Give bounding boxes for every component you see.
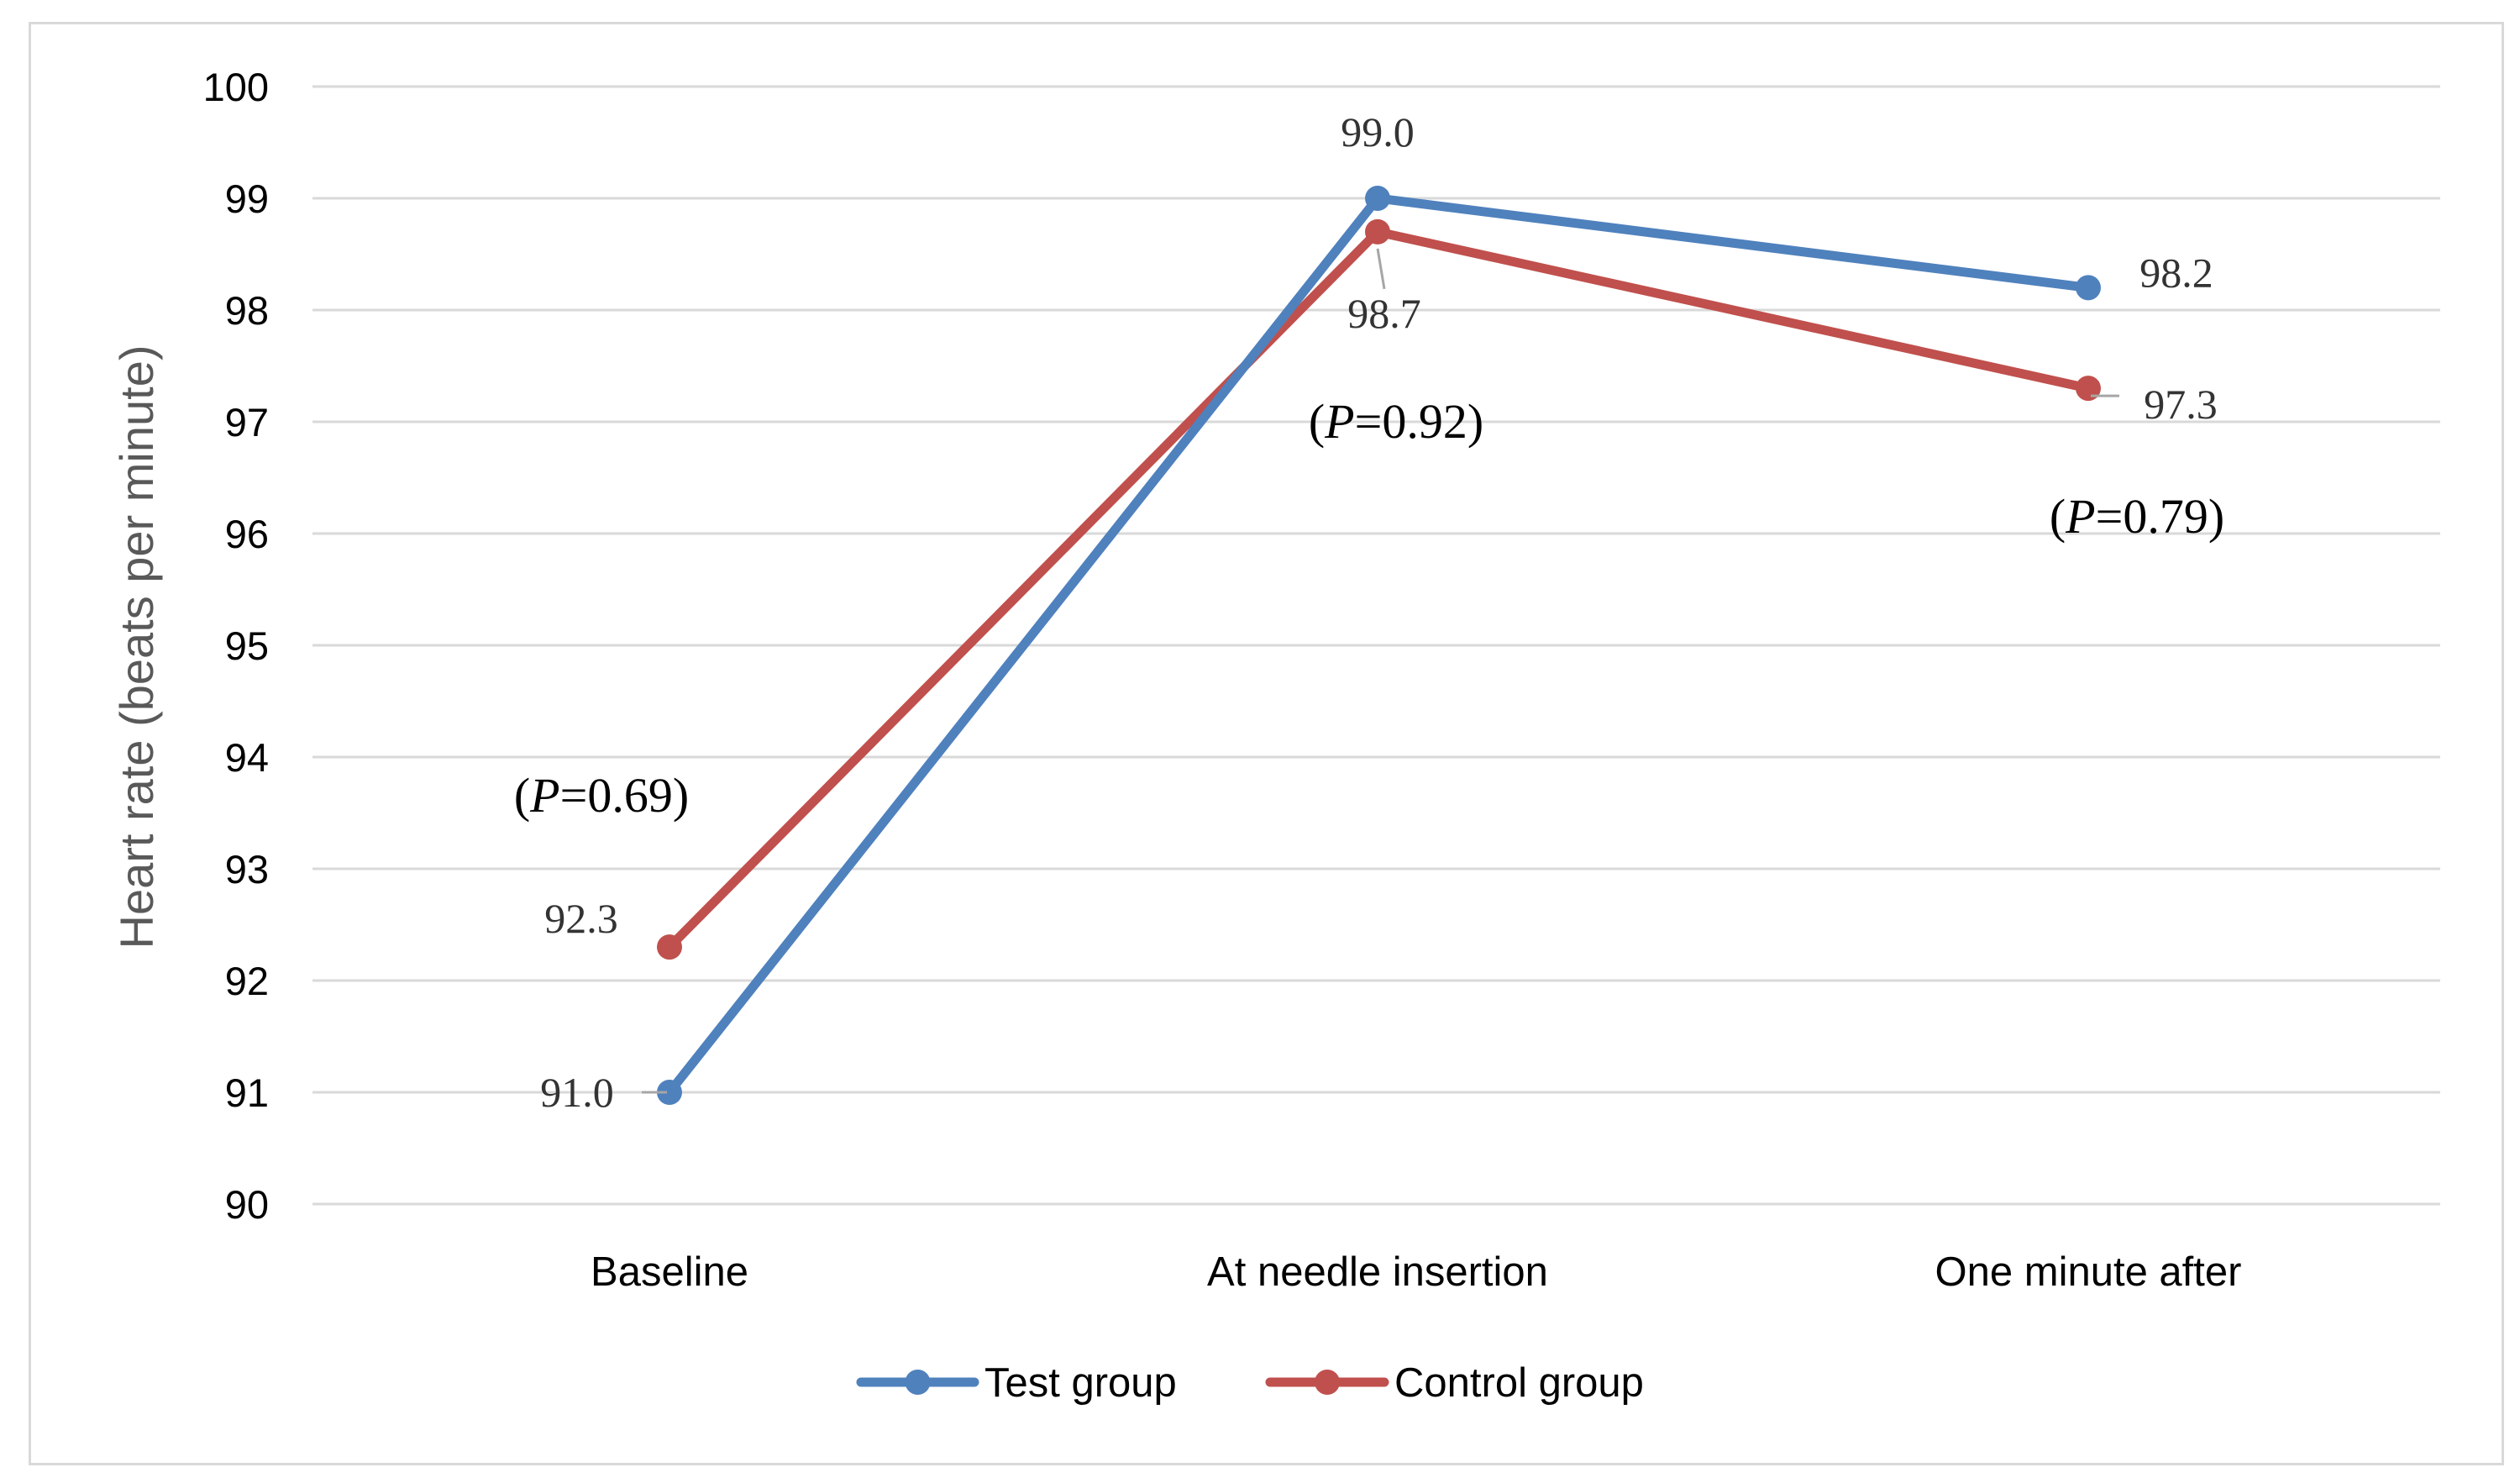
data-label: 99.0	[1341, 108, 1415, 155]
p-value-annotation: (P=0.79)	[2050, 489, 2224, 544]
legend: Test group Control group	[856, 1360, 1644, 1406]
series-line-control-group	[664, 227, 2093, 952]
label-leader-line	[1376, 248, 1386, 290]
legend-item: Test group	[856, 1360, 1177, 1406]
x-category-label: At needle insertion	[1207, 1249, 1548, 1295]
y-tick-labels: 90 91 92 93 94 95 96 97 98 99 100	[203, 65, 269, 1227]
y-tick-label: 98	[225, 288, 269, 333]
data-point	[1365, 186, 1390, 211]
p-value-annotation: (P=0.69)	[514, 768, 689, 823]
gridlines	[312, 85, 2440, 1206]
data-point	[2076, 275, 2101, 301]
y-tick-label: 91	[225, 1070, 269, 1115]
y-tick-label: 93	[225, 847, 269, 891]
legend-label: Control group	[1394, 1360, 1644, 1406]
chart-frame	[29, 22, 2504, 1465]
legend-swatch-marker	[1315, 1370, 1340, 1395]
y-tick-label: 95	[225, 623, 269, 668]
p-value-annotation: (P=0.92)	[1309, 394, 1483, 449]
legend-swatch-marker	[905, 1370, 931, 1395]
series-lines	[657, 186, 2101, 1105]
data-point	[1365, 218, 1390, 245]
legend-label: Test group	[984, 1360, 1177, 1406]
x-category-label: One minute after	[1935, 1249, 2242, 1295]
y-tick-label: 92	[225, 959, 269, 1003]
data-label: 91.0	[540, 1069, 614, 1116]
x-category-labels: Baseline At needle insertion One minute af…	[591, 1249, 2241, 1295]
y-tick-label: 90	[225, 1182, 269, 1227]
data-label: 98.7	[1347, 290, 1421, 337]
y-axis-title: Heart rate (beats per minute)	[110, 345, 163, 949]
data-point	[657, 1080, 682, 1105]
legend-item: Control group	[1265, 1360, 1644, 1406]
y-tick-label: 99	[225, 176, 269, 221]
x-category-label: Baseline	[591, 1249, 748, 1295]
p-value-annotations: (P=0.69) (P=0.92) (P=0.79)	[514, 394, 2224, 823]
data-label: 92.3	[544, 895, 618, 942]
data-label: 98.2	[2139, 249, 2213, 296]
y-tick-label: 97	[225, 400, 269, 444]
y-tick-label: 100	[203, 65, 269, 109]
y-tick-label: 96	[225, 512, 269, 556]
y-tick-label: 94	[225, 735, 269, 780]
data-labels: 91.0 99.0 98.2 92.3 98.7 97.3	[540, 108, 2218, 1116]
data-label: 97.3	[2144, 381, 2218, 428]
data-point	[657, 934, 682, 960]
